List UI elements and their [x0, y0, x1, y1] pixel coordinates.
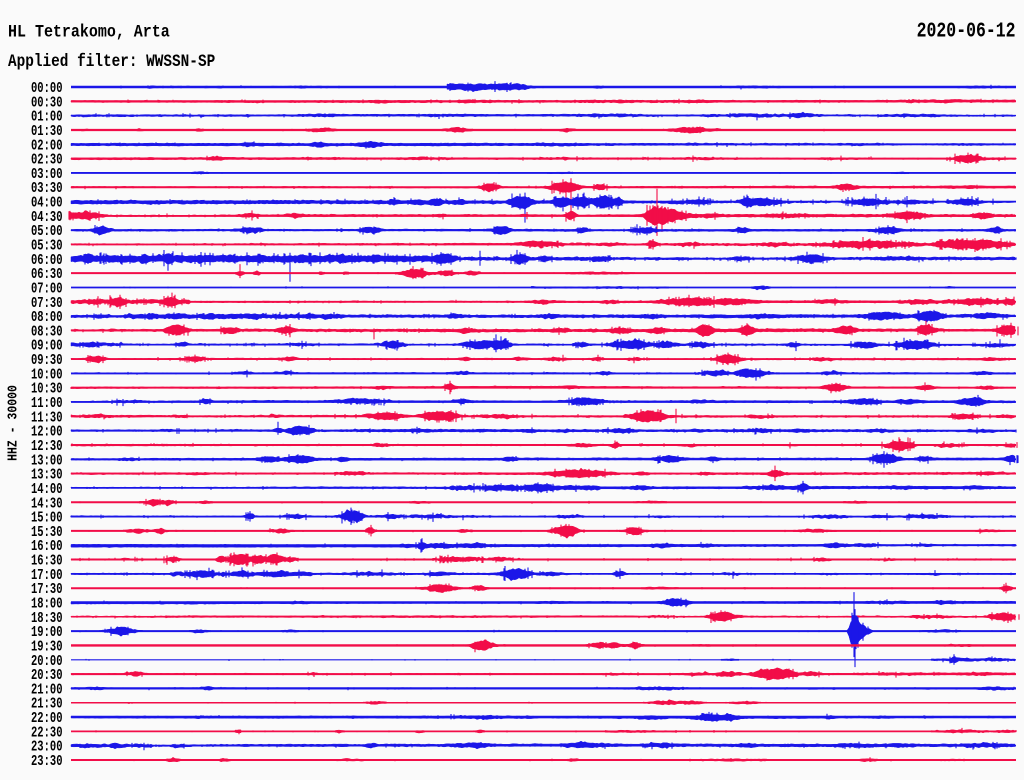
svg-text:19:00: 19:00	[31, 623, 63, 640]
svg-text:18:00: 18:00	[31, 595, 63, 612]
svg-text:17:00: 17:00	[31, 566, 63, 583]
svg-text:16:30: 16:30	[31, 552, 63, 569]
svg-text:06:00: 06:00	[31, 251, 63, 268]
svg-text:14:30: 14:30	[31, 495, 63, 512]
svg-text:22:00: 22:00	[31, 709, 63, 726]
svg-text:22:30: 22:30	[31, 724, 63, 741]
svg-text:00:30: 00:30	[31, 94, 63, 111]
svg-text:15:00: 15:00	[31, 509, 63, 526]
svg-text:07:00: 07:00	[31, 280, 63, 297]
svg-text:13:00: 13:00	[31, 452, 63, 469]
svg-text:02:00: 02:00	[31, 137, 63, 154]
svg-text:14:00: 14:00	[31, 480, 63, 497]
svg-text:13:30: 13:30	[31, 466, 63, 483]
svg-text:11:30: 11:30	[31, 409, 63, 426]
svg-text:07:30: 07:30	[31, 294, 63, 311]
svg-text:21:30: 21:30	[31, 695, 63, 712]
svg-text:10:30: 10:30	[31, 380, 63, 397]
svg-text:09:30: 09:30	[31, 351, 63, 368]
svg-text:HHZ - 30000: HHZ - 30000	[4, 385, 20, 461]
svg-text:23:30: 23:30	[31, 752, 63, 769]
svg-text:09:00: 09:00	[31, 337, 63, 354]
svg-text:Applied filter: WWSSN-SP: Applied filter: WWSSN-SP	[8, 52, 215, 72]
svg-text:02:30: 02:30	[31, 151, 63, 168]
svg-text:11:00: 11:00	[31, 394, 63, 411]
svg-text:05:00: 05:00	[31, 222, 63, 239]
svg-text:12:00: 12:00	[31, 423, 63, 440]
svg-text:01:30: 01:30	[31, 122, 63, 139]
svg-text:04:30: 04:30	[31, 208, 63, 225]
svg-text:08:30: 08:30	[31, 323, 63, 340]
svg-text:21:00: 21:00	[31, 681, 63, 698]
svg-text:2020-06-12: 2020-06-12	[917, 19, 1016, 43]
svg-text:19:30: 19:30	[31, 638, 63, 655]
svg-text:HL Tetrakomo, Arta: HL Tetrakomo, Arta	[8, 22, 170, 41]
svg-text:10:00: 10:00	[31, 366, 63, 383]
svg-text:05:30: 05:30	[31, 237, 63, 254]
svg-text:01:00: 01:00	[31, 108, 63, 125]
svg-text:17:30: 17:30	[31, 580, 63, 597]
svg-text:04:00: 04:00	[31, 194, 63, 211]
svg-text:06:30: 06:30	[31, 265, 63, 282]
svg-text:08:00: 08:00	[31, 308, 63, 325]
svg-text:20:30: 20:30	[31, 666, 63, 683]
svg-text:18:30: 18:30	[31, 609, 63, 626]
svg-text:16:00: 16:00	[31, 537, 63, 554]
svg-text:03:30: 03:30	[31, 179, 63, 196]
svg-text:23:00: 23:00	[31, 738, 63, 755]
svg-text:20:00: 20:00	[31, 652, 63, 669]
svg-text:03:00: 03:00	[31, 165, 63, 182]
svg-text:00:00: 00:00	[31, 79, 63, 96]
svg-text:15:30: 15:30	[31, 523, 63, 540]
svg-text:12:30: 12:30	[31, 437, 63, 454]
